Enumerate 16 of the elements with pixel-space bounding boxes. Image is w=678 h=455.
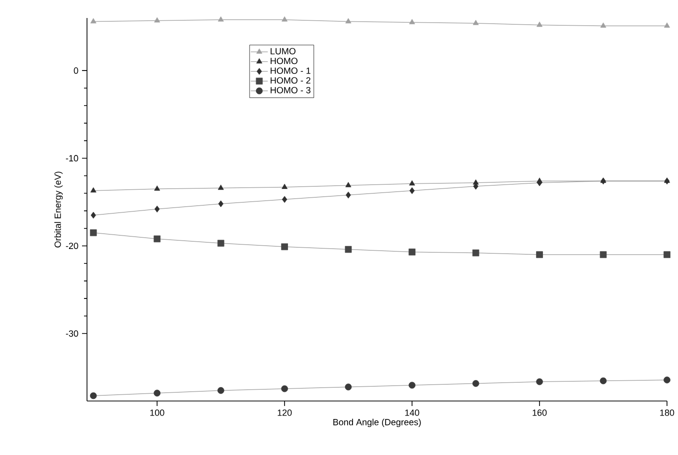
legend-label: HOMO - 3	[270, 86, 310, 94]
y-tick-label: -10	[66, 155, 78, 162]
x-tick-label: 100	[150, 409, 164, 416]
y-axis-title: Orbital Energy (eV)	[54, 172, 63, 248]
x-axis-title: Bond Angle (Degrees)	[333, 418, 421, 428]
x-tick-label: 160	[532, 409, 547, 416]
y-tick-label: -30	[66, 330, 78, 337]
legend-label: HOMO - 1	[270, 67, 310, 74]
legend-label: HOMO	[270, 58, 298, 64]
x-tick-label: 120	[278, 409, 292, 416]
x-tick-label: 140	[405, 409, 420, 416]
y-tick-label: -20	[66, 242, 78, 250]
legend-label: LUMO	[270, 48, 296, 54]
x-tick-label: 180	[660, 409, 674, 416]
y-tick-label: 0	[74, 67, 78, 74]
legend-label: HOMO - 2	[270, 77, 310, 84]
